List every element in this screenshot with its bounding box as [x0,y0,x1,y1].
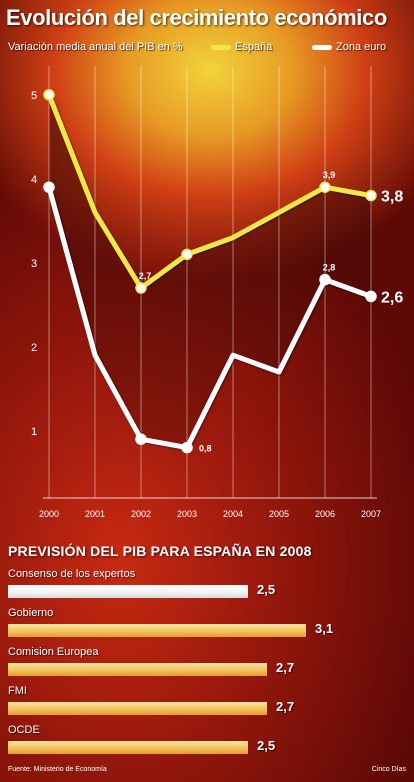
forecast-bar-comision-europea [8,663,267,676]
point-zona-euro-2002 [135,433,147,445]
point-zona-euro-2003 [181,441,193,454]
legend-item-espana: España [211,41,272,53]
chart-title: Evolución del crecimiento económico [6,5,387,30]
legend-swatch-zona-euro [312,44,332,50]
y-tick-label-5: 5 [31,90,37,102]
forecast-bar-gobierno [8,624,306,637]
forecast-label-gobierno: Gobierno [8,607,54,619]
legend-label-zona-euro: Zona euro [336,41,387,53]
point-zona-euro-2007 [365,290,377,303]
data-label-espana-2002: 2,7 [139,271,152,281]
x-tick-label-2007: 2007 [361,509,381,519]
forecast-value-ocde: 2,5 [257,738,276,753]
x-tick-label-2006: 2006 [315,509,335,519]
forecast-bar-ocde [8,741,248,754]
legend-swatch-espana [211,44,231,50]
forecast-label-comision-europea: Comision Europea [8,646,99,658]
y-tick-label-2: 2 [31,342,37,354]
series-line-espana [46,92,374,291]
forecast-item-consenso-de-los-expertos: Consenso de los expertos 2,5 [8,568,408,608]
credit-note: Cinco Días [371,766,406,773]
forecast-bar-fmi [8,702,267,715]
x-tick-label-2000: 2000 [39,509,59,519]
forecast-item-comision-europea: Comision Europea 2,7 [8,646,408,686]
y-tick-label-3: 3 [31,258,37,270]
point-espana-2007 [365,189,377,202]
point-espana-2003 [181,248,193,261]
forecast-value-consenso-de-los-expertos: 2,5 [257,582,276,597]
point-espana-2006 [319,181,331,193]
forecast-label-ocde: OCDE [8,724,40,736]
legend-label-espana: España [235,41,273,53]
forecast-item-gobierno: Gobierno 3,1 [8,607,408,647]
forecast-value-fmi: 2,7 [276,699,295,714]
chart-subtitle: Variación media anual del PIB en % [8,41,183,53]
x-tick-label-2004: 2004 [223,509,243,519]
data-label-zona-euro-2003: 0,8 [199,444,212,454]
point-espana-2000 [43,89,55,101]
data-label-espana-2006: 3,9 [323,170,336,180]
y-tick-label-1: 1 [31,426,37,438]
line-chart: 5 4 3 2 1 2000 2001 2002 2003 2004 2005 2006 2007 2,7… [31,66,403,519]
forecast-value-gobierno: 3,1 [315,621,334,636]
point-zona-euro-2000 [43,181,55,193]
series-gap-band [49,94,371,448]
data-label-zona-euro-2006: 2,8 [323,263,336,273]
x-tick-label-2005: 2005 [269,509,289,519]
forecast-item-ocde: OCDE 2,5 [8,724,408,764]
forecast-label-fmi: FMI [8,685,27,697]
data-label-zona-euro-2007: 2,6 [381,289,403,306]
series-line-zona-euro [46,184,374,451]
forecast-item-fmi: FMI 2,7 [8,685,408,725]
forecast-title: PREVISIÓN DEL PIB PARA ESPAÑA EN 2008 [8,543,312,559]
forecast-value-comision-europea: 2,7 [276,660,295,675]
point-zona-euro-2006 [319,273,331,286]
forecast-label-consenso-de-los-expertos: Consenso de los expertos [8,568,136,580]
point-espana-2002 [135,282,147,294]
forecast-bar-consenso-de-los-expertos [8,585,248,598]
x-tick-label-2001: 2001 [85,509,105,519]
x-tick-label-2002: 2002 [131,509,151,519]
y-tick-label-4: 4 [31,174,37,186]
x-tick-label-2003: 2003 [177,509,197,519]
source-note: Fuente: Ministerio de Economía [8,766,107,773]
data-label-espana-2007: 3,8 [381,189,403,206]
legend-item-zona-euro: Zona euro [312,41,386,53]
